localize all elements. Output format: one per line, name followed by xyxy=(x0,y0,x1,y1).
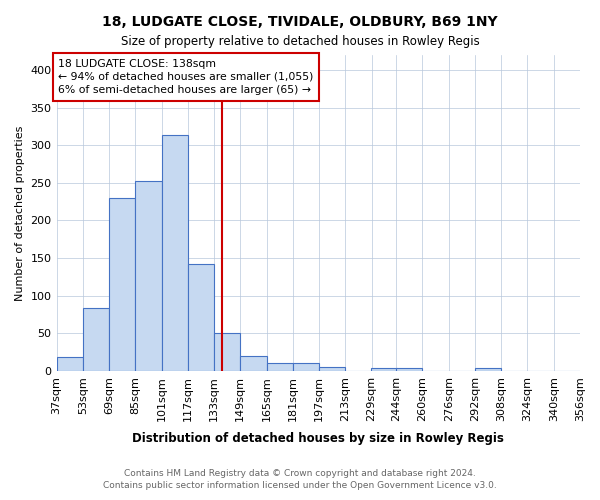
Bar xyxy=(214,332,241,371)
Y-axis label: Number of detached properties: Number of detached properties xyxy=(15,126,25,300)
Text: Contains HM Land Registry data © Crown copyright and database right 2024.
Contai: Contains HM Land Registry data © Crown c… xyxy=(103,468,497,490)
Bar xyxy=(136,182,161,371)
Bar xyxy=(56,358,83,371)
Bar xyxy=(266,364,293,371)
Bar xyxy=(371,368,397,371)
Bar xyxy=(161,134,188,371)
Bar xyxy=(188,264,214,371)
Bar xyxy=(241,356,266,371)
Bar xyxy=(396,368,422,371)
Bar xyxy=(475,368,501,371)
Text: 18 LUDGATE CLOSE: 138sqm
← 94% of detached houses are smaller (1,055)
6% of semi: 18 LUDGATE CLOSE: 138sqm ← 94% of detach… xyxy=(58,59,314,95)
Bar xyxy=(109,198,136,371)
Bar xyxy=(83,308,109,371)
Bar xyxy=(293,364,319,371)
X-axis label: Distribution of detached houses by size in Rowley Regis: Distribution of detached houses by size … xyxy=(133,432,504,445)
Text: Size of property relative to detached houses in Rowley Regis: Size of property relative to detached ho… xyxy=(121,35,479,48)
Text: 18, LUDGATE CLOSE, TIVIDALE, OLDBURY, B69 1NY: 18, LUDGATE CLOSE, TIVIDALE, OLDBURY, B6… xyxy=(102,15,498,29)
Bar xyxy=(319,367,346,371)
